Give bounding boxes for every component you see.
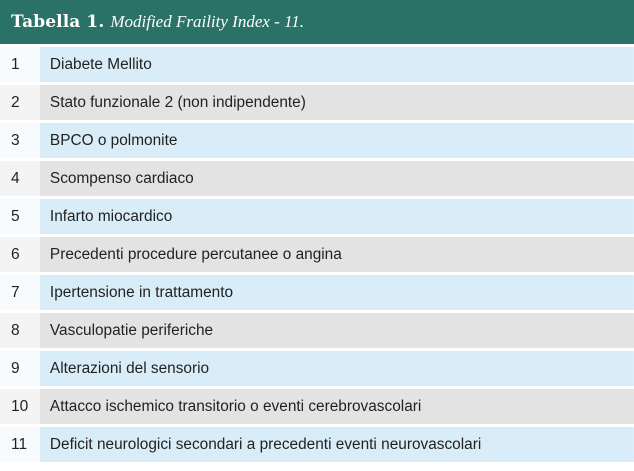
row-text: Diabete Mellito xyxy=(40,47,634,82)
table-row: 8 Vasculopatie periferiche xyxy=(0,313,634,348)
row-text: Vasculopatie periferiche xyxy=(40,313,634,348)
row-text: Attacco ischemico transitorio o eventi c… xyxy=(40,389,634,424)
table-row: 5 Infarto miocardico xyxy=(0,199,634,234)
row-number: 11 xyxy=(0,427,40,462)
table-row: 2 Stato funzionale 2 (non indipendente) xyxy=(0,85,634,120)
row-text: BPCO o polmonite xyxy=(40,123,634,158)
row-number: 2 xyxy=(0,85,40,120)
row-text: Stato funzionale 2 (non indipendente) xyxy=(40,85,634,120)
table-label: Tabella 1. xyxy=(11,12,105,32)
row-number: 9 xyxy=(0,351,40,386)
row-number: 8 xyxy=(0,313,40,348)
row-number: 6 xyxy=(0,237,40,272)
table-row: 11 Deficit neurologici secondari a prece… xyxy=(0,427,634,462)
row-number: 10 xyxy=(0,389,40,424)
row-number: 4 xyxy=(0,161,40,196)
row-number: 1 xyxy=(0,47,40,82)
row-text: Deficit neurologici secondari a preceden… xyxy=(40,427,634,462)
table-row: 1 Diabete Mellito xyxy=(0,47,634,82)
row-text: Scompenso cardiaco xyxy=(40,161,634,196)
row-number: 3 xyxy=(0,123,40,158)
row-text: Ipertensione in trattamento xyxy=(40,275,634,310)
table-row: 4 Scompenso cardiaco xyxy=(0,161,634,196)
table-body: 1 Diabete Mellito 2 Stato funzionale 2 (… xyxy=(0,47,634,465)
row-text: Alterazioni del sensorio xyxy=(40,351,634,386)
row-text: Infarto miocardico xyxy=(40,199,634,234)
row-number: 5 xyxy=(0,199,40,234)
table-row: 10 Attacco ischemico transitorio o event… xyxy=(0,389,634,424)
table-row: 7 Ipertensione in trattamento xyxy=(0,275,634,310)
table-row: 3 BPCO o polmonite xyxy=(0,123,634,158)
table-row: 9 Alterazioni del sensorio xyxy=(0,351,634,386)
table-row: 6 Precedenti procedure percutanee o angi… xyxy=(0,237,634,272)
table-title: Modified Fraility Index - 11. xyxy=(110,12,305,31)
row-number: 7 xyxy=(0,275,40,310)
row-text: Precedenti procedure percutanee o angina xyxy=(40,237,634,272)
table-header: Tabella 1. Modified Fraility Index - 11. xyxy=(0,0,634,44)
